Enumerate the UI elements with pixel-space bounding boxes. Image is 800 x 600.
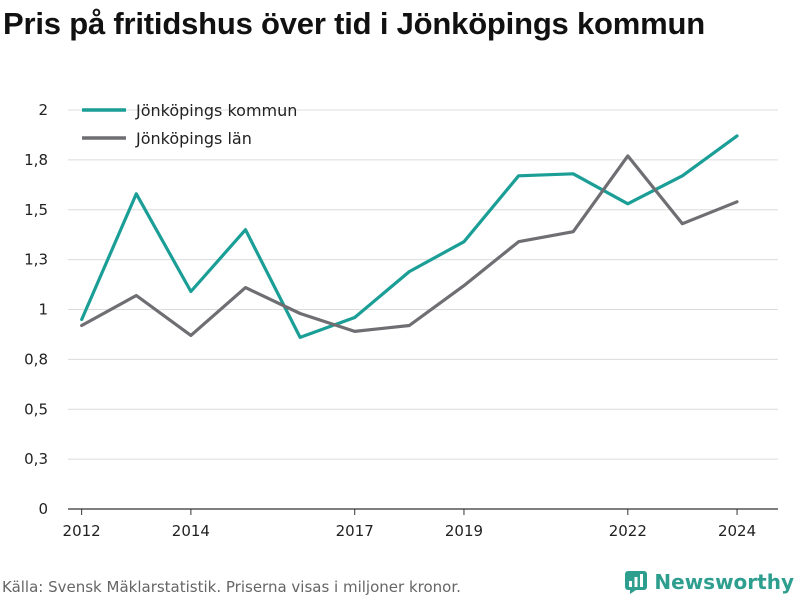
axes: 0 0,3 0,5 0,8 1 1,3 1,5 1,8 2 2012 2014 2017 2019 202… <box>24 101 778 540</box>
legend-label: Jönköpings län <box>135 129 252 148</box>
x-tick-label: 2014 <box>172 522 210 540</box>
legend: Jönköpings kommun Jönköpings län <box>82 101 297 148</box>
legend-label: Jönköpings kommun <box>135 101 297 120</box>
chart-title: Pris på fritidshus över tid i Jönköpings… <box>3 6 705 41</box>
y-tick-label: 1,5 <box>24 201 48 219</box>
x-tick-label: 2024 <box>718 522 756 540</box>
y-tick-label: 1 <box>38 301 48 319</box>
brand[interactable]: Newsworthy <box>624 570 794 594</box>
series-line-kommun <box>80 134 739 339</box>
series-lines <box>80 134 739 339</box>
newsworthy-logo-icon <box>625 571 648 594</box>
source-note: Källa: Svensk Mäklarstatistik. Priserna … <box>2 578 461 596</box>
y-tick-label: 2 <box>38 101 48 119</box>
y-tick-label: 0,3 <box>24 450 48 468</box>
y-tick-label: 1,3 <box>24 251 48 269</box>
x-tick-label: 2017 <box>336 522 374 540</box>
brand-name: Newsworthy <box>654 570 794 594</box>
y-tick-label: 0,8 <box>24 350 48 368</box>
x-tick-label: 2022 <box>609 522 647 540</box>
y-tick-label: 1,8 <box>24 151 48 169</box>
series-line-lan <box>80 154 739 337</box>
y-tick-label: 0 <box>38 500 48 518</box>
grid-lines <box>68 109 778 460</box>
y-tick-label: 0,5 <box>24 400 48 418</box>
x-tick-label: 2019 <box>445 522 483 540</box>
x-tick-label: 2012 <box>63 522 101 540</box>
